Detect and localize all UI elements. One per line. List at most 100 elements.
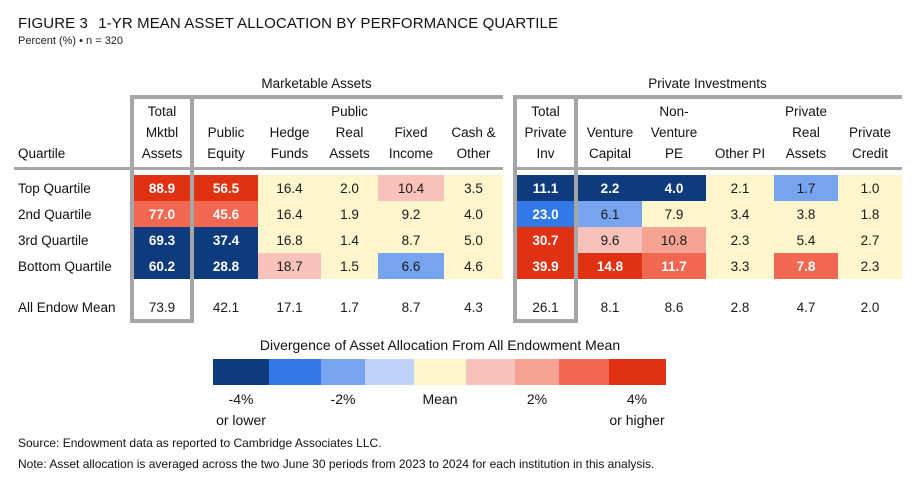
mean-cell: 1.7 [340, 299, 359, 315]
heatmap-cell: 14.8 [578, 253, 642, 279]
column-header: Venture [586, 125, 634, 140]
figure-title-text: 1-YR MEAN ASSET ALLOCATION BY PERFORMANC… [98, 15, 559, 32]
heatmap-cell: 88.9 [134, 175, 190, 201]
legend-tick-label: -2% [330, 391, 356, 407]
heatmap-cell: 2.7 [838, 227, 902, 253]
legend-tick-sublabel: or lower [216, 412, 266, 428]
column-header: Mktbl [145, 125, 179, 140]
heatmap-cell: 4.6 [444, 253, 503, 279]
heatmap-cell: 39.9 [517, 253, 574, 279]
heatmap-cell: 5.4 [774, 227, 838, 253]
figure-title: FIGURE 3 1-YR MEAN ASSET ALLOCATION BY P… [18, 15, 558, 32]
total-box-edge [574, 95, 578, 323]
methodology-note: Note: Asset allocation is averaged acros… [18, 457, 655, 471]
heatmap-cell: 37.4 [194, 227, 258, 253]
column-header: Assets [329, 146, 370, 161]
legend-tick-label: -4% [228, 391, 254, 407]
heatmap-cell: 1.9 [321, 201, 378, 227]
heatmap-cell: 60.2 [134, 253, 190, 279]
column-header: Private [524, 125, 567, 140]
total-box-edge [513, 319, 578, 323]
heatmap-cell: 3.4 [706, 201, 774, 227]
legend-tick-label: 2% [526, 391, 548, 407]
legend-swatch [609, 359, 666, 385]
heatmap-cell: 3.8 [774, 201, 838, 227]
heatmap-cell: 23.0 [517, 201, 574, 227]
column-header: Cash & [451, 125, 496, 140]
legend-title: Divergence of Asset Allocation From All … [259, 337, 621, 353]
row-label: Bottom Quartile [18, 258, 112, 274]
column-header: Private [784, 104, 828, 119]
column-header: Hedge [269, 125, 310, 140]
header-rule [14, 167, 503, 170]
heatmap-cell: 8.7 [378, 227, 444, 253]
heatmap-cell: 3.3 [706, 253, 774, 279]
column-header: Inv [536, 146, 555, 161]
column-header: Other [456, 146, 491, 161]
heatmap-cell: 7.8 [774, 253, 838, 279]
legend-swatch [213, 359, 269, 385]
mean-cell: 42.1 [212, 299, 240, 315]
mean-cell: 8.7 [401, 299, 421, 315]
row-label: Top Quartile [18, 180, 91, 196]
column-header: Other PI [714, 146, 766, 161]
legend-swatch [515, 359, 559, 385]
heatmap-cell: 9.6 [578, 227, 642, 253]
group-border-top [513, 95, 902, 99]
heatmap-cell: 10.8 [642, 227, 706, 253]
group-title-private: Private Investments [648, 76, 767, 91]
legend-swatch [269, 359, 321, 385]
heatmap-cell: 7.9 [642, 201, 706, 227]
heatmap-cell: 28.8 [194, 253, 258, 279]
column-header: Assets [141, 146, 183, 161]
column-header: Real [792, 125, 820, 140]
heatmap-cell: 4.0 [444, 201, 503, 227]
column-header: Credit [851, 146, 888, 161]
legend-swatch [559, 359, 609, 385]
heatmap-cell: 5.0 [444, 227, 503, 253]
legend-tick-sublabel: or higher [609, 412, 665, 428]
heatmap-cell: 45.6 [194, 201, 258, 227]
mean-cell: 8.1 [600, 299, 620, 315]
mean-cell: 4.7 [796, 299, 816, 315]
heatmap-cell: 3.5 [444, 175, 503, 201]
source-note: Source: Endowment data as reported to Ca… [18, 436, 382, 450]
heatmap-cell: 1.0 [838, 175, 902, 201]
column-header: Real [335, 125, 364, 140]
column-header: Fixed [394, 125, 428, 140]
total-box-edge [130, 95, 134, 323]
column-header: Public [207, 125, 245, 140]
heatmap-cell: 1.7 [774, 175, 838, 201]
legend-swatch [365, 359, 414, 385]
legend-tick-label: 4% [626, 391, 648, 407]
heatmap-cell: 77.0 [134, 201, 190, 227]
column-header: Total [147, 104, 177, 119]
heatmap-cell: 11.1 [517, 175, 574, 201]
mean-cell: 2.8 [730, 299, 750, 315]
heatmap-cell: 69.3 [134, 227, 190, 253]
heatmap-cell: 6.6 [378, 253, 444, 279]
row-label: 3rd Quartile [18, 232, 89, 248]
heatmap-cell: 2.3 [706, 227, 774, 253]
mean-cell: 2.0 [860, 299, 880, 315]
column-header: Capital [588, 146, 632, 161]
figure-subtitle: Percent (%) • n = 320 [18, 35, 124, 47]
column-header: PE [664, 146, 683, 161]
header-rule [513, 167, 902, 170]
row-header-quartile: Quartile [18, 146, 66, 161]
row-label: 2nd Quartile [18, 206, 92, 222]
column-header: Public [331, 104, 368, 119]
heatmap-cell: 16.4 [258, 175, 321, 201]
heatmap-cell: 30.7 [517, 227, 574, 253]
mean-cell: 8.6 [664, 299, 684, 315]
heatmap-cell: 4.0 [642, 175, 706, 201]
heatmap-cell: 16.4 [258, 201, 321, 227]
heatmap-cell: 6.1 [578, 201, 642, 227]
heatmap-cell: 2.0 [321, 175, 378, 201]
heatmap-cell: 10.4 [378, 175, 444, 201]
legend-swatch [466, 359, 515, 385]
column-header: Private [848, 125, 892, 140]
mean-cell: 17.1 [276, 299, 303, 315]
figure-label: FIGURE 3 [18, 15, 88, 32]
column-header: Equity [207, 146, 245, 161]
